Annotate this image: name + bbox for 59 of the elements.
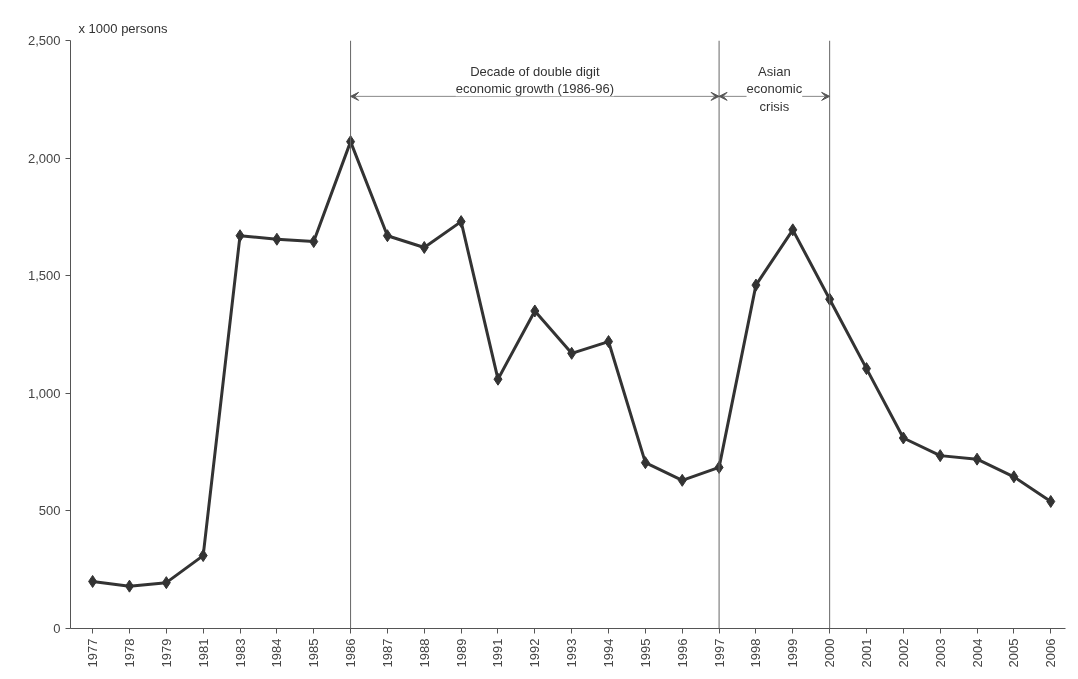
x-tick-label: 1999 bbox=[785, 638, 801, 668]
x-tick-label: 1994 bbox=[601, 638, 617, 668]
annotation: Asian economic crisis bbox=[746, 64, 803, 114]
point bbox=[972, 452, 982, 466]
x-tick-label: 2006 bbox=[1043, 638, 1059, 668]
x-tick-label: 1997 bbox=[711, 638, 727, 668]
x-tick-label: 2005 bbox=[1006, 638, 1022, 668]
point bbox=[567, 346, 577, 360]
point bbox=[493, 372, 503, 386]
point bbox=[1009, 470, 1019, 484]
x-tick-label: 1988 bbox=[416, 638, 432, 668]
x-tick-label: 1978 bbox=[121, 638, 137, 668]
x-tick-label: 1991 bbox=[490, 638, 506, 668]
x-tick-label: 2003 bbox=[932, 638, 948, 668]
x-tick-label: 1985 bbox=[306, 638, 322, 668]
y-tick-label: 500 bbox=[38, 503, 61, 519]
point bbox=[640, 456, 650, 470]
y-axis-title: x 1000 persons bbox=[78, 20, 168, 36]
point bbox=[272, 232, 282, 246]
x-tick-label: 1992 bbox=[527, 638, 543, 668]
y-tick-label: 2,000 bbox=[27, 150, 61, 166]
x-tick-label: 1995 bbox=[637, 638, 653, 668]
point bbox=[456, 215, 466, 229]
point bbox=[419, 240, 429, 254]
point bbox=[88, 574, 98, 588]
point bbox=[751, 278, 761, 292]
point bbox=[604, 335, 614, 349]
x-tick-label: 1996 bbox=[674, 638, 690, 668]
annotation: Decade of double digit economic growth (1986-96) bbox=[455, 64, 614, 97]
x-tick-label: 2001 bbox=[859, 638, 874, 668]
x-tick-label: 2002 bbox=[895, 638, 911, 668]
x-tick-label: 1979 bbox=[158, 638, 174, 668]
point bbox=[530, 304, 540, 318]
point bbox=[898, 431, 908, 445]
point bbox=[788, 223, 798, 237]
point bbox=[124, 579, 134, 593]
x-tick-label: 1998 bbox=[748, 638, 764, 668]
x-tick-label: 1989 bbox=[453, 638, 469, 668]
y-tick-label: 1,000 bbox=[27, 385, 61, 401]
x-tick-label: 1977 bbox=[85, 638, 101, 668]
x-tick-label: 2004 bbox=[969, 638, 985, 668]
point bbox=[382, 229, 392, 243]
point bbox=[161, 576, 171, 590]
point bbox=[1046, 494, 1056, 508]
x-tick-label: 1993 bbox=[564, 638, 580, 668]
point bbox=[198, 549, 208, 563]
point bbox=[935, 449, 945, 463]
y-tick-label: 0 bbox=[53, 621, 61, 636]
point bbox=[235, 229, 245, 243]
x-tick-label: 2000 bbox=[822, 638, 838, 668]
x-tick-label: 1983 bbox=[232, 638, 248, 668]
x-tick-label: 1987 bbox=[379, 638, 395, 668]
point bbox=[677, 473, 687, 487]
x-tick-label: 1984 bbox=[269, 638, 285, 668]
y-tick-label: 1,500 bbox=[27, 268, 61, 284]
point bbox=[309, 235, 319, 249]
x-tick-label: 1986 bbox=[343, 638, 359, 668]
y-tick-label: 2,500 bbox=[27, 33, 61, 48]
x-tick-label: 1981 bbox=[195, 638, 211, 668]
